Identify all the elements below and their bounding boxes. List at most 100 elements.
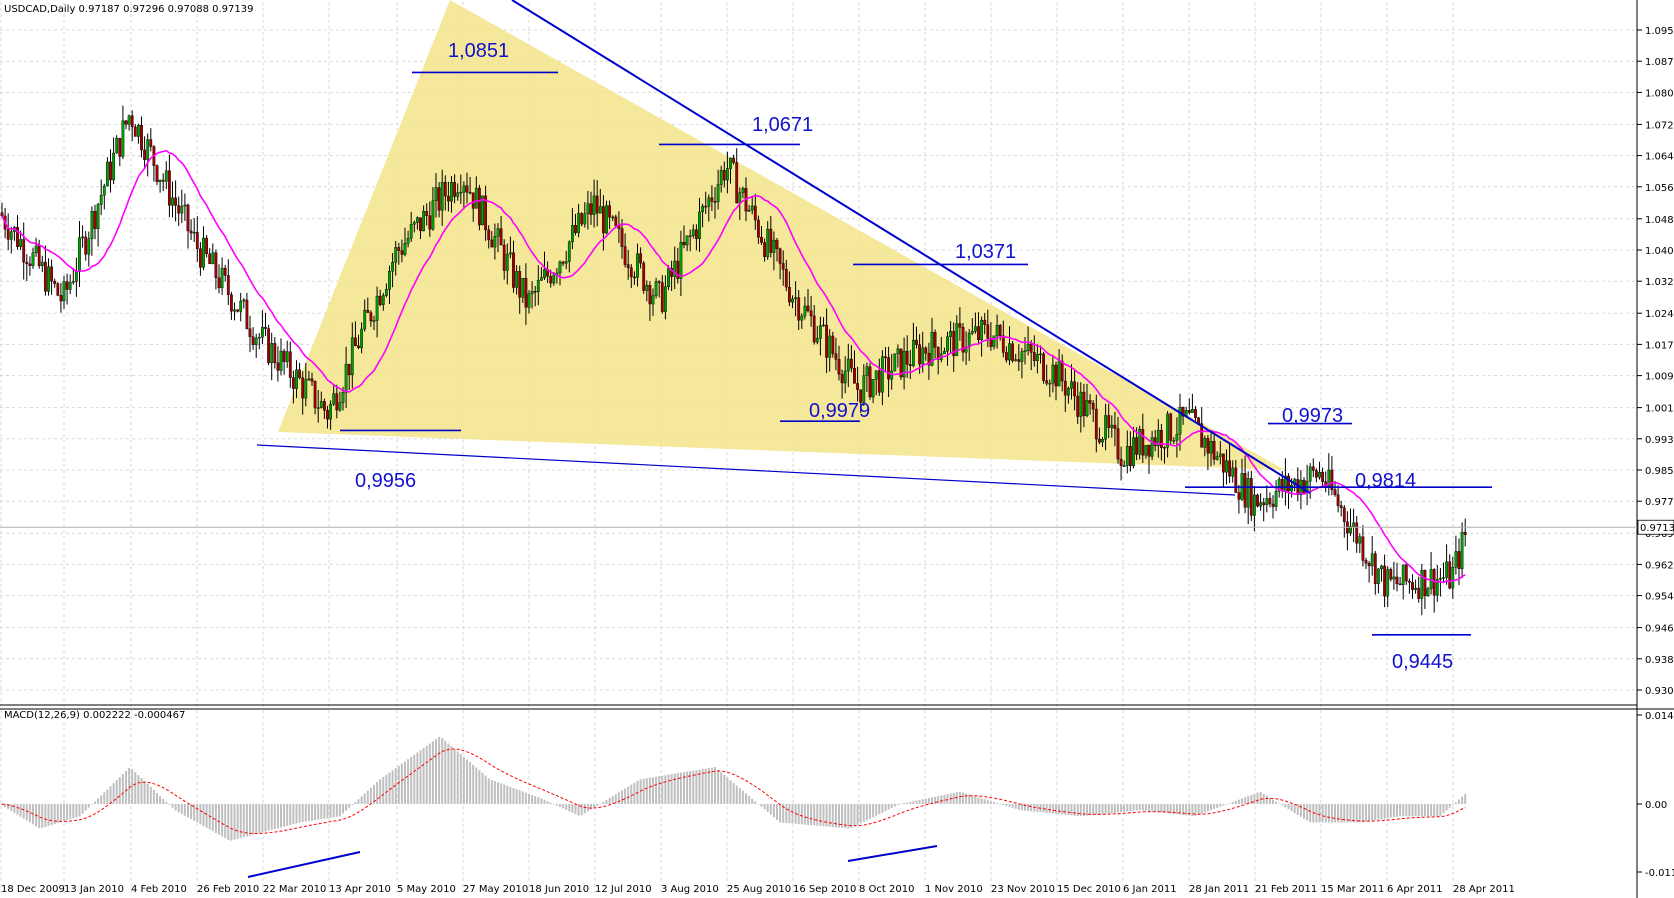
candle-body-71 (220, 267, 224, 289)
macd-bar-366 (1135, 803, 1138, 811)
candle-body-237 (735, 162, 739, 204)
macd-bar-338 (1048, 803, 1051, 814)
candle-body-445 (1380, 565, 1383, 570)
candle-body-467 (1448, 561, 1452, 589)
macd-bar-206 (639, 779, 642, 804)
macd-bar-95 (295, 803, 298, 824)
macd-bar-341 (1058, 803, 1061, 815)
macd-bar-219 (679, 772, 682, 804)
macd-bar-217 (673, 773, 676, 804)
y-tick-label-8: 1.03290 (1645, 277, 1674, 288)
candle-body-110 (341, 392, 345, 403)
macd-bar-136 (422, 748, 425, 804)
macd-title: MACD(12,26,9) 0.002222 -0.000467 (4, 710, 185, 721)
candle-body-45 (140, 124, 143, 151)
candle-body-152 (471, 192, 475, 209)
macd-bar-369 (1144, 803, 1147, 811)
candle-body-125 (388, 271, 391, 290)
macd-bar-407 (1262, 793, 1265, 804)
candle-body-341 (1057, 360, 1061, 387)
macd-bar-34 (106, 789, 109, 804)
macd-bar-243 (754, 801, 757, 804)
candle-body-433 (1342, 507, 1346, 523)
macd-bar-468 (1451, 803, 1454, 806)
macd-bar-37 (115, 780, 118, 804)
macd-bar-398 (1234, 800, 1237, 804)
macd-bar-127 (394, 768, 397, 804)
candle-body-307 (952, 331, 956, 357)
macd-bar-296 (918, 799, 921, 804)
candle-body-2 (6, 228, 10, 240)
macd-bar-83 (258, 803, 261, 834)
candle-body-42 (130, 115, 134, 128)
candle-body-60 (186, 204, 190, 232)
candle-body-415 (1287, 475, 1290, 492)
candle-body-268 (831, 335, 835, 354)
candle-body-310 (961, 327, 965, 353)
candle-body-359 (1113, 424, 1117, 429)
macd-bar-57 (177, 803, 180, 813)
macd-bar-13 (41, 803, 44, 828)
macd-bar-230 (714, 767, 716, 804)
candle-body-197 (611, 216, 615, 219)
candle-body-463 (1435, 579, 1439, 596)
y-tick-label-14: 0.98570 (1645, 466, 1674, 477)
macd-bar-276 (856, 803, 859, 825)
macd-bar-424 (1315, 803, 1318, 823)
candle-body-208 (645, 285, 649, 291)
macd-bar-82 (255, 803, 258, 834)
macd-bar-182 (565, 803, 568, 810)
macd-bar-15 (47, 803, 50, 826)
x-tick-label-22: 28 Apr 2011 (1453, 884, 1515, 895)
candle-body-73 (226, 275, 230, 295)
macd-bar-199 (617, 792, 620, 804)
candle-body-66 (205, 237, 208, 255)
candle-body-295 (915, 339, 918, 345)
macd-bar-443 (1374, 803, 1377, 821)
candle-body-304 (943, 351, 946, 355)
macd-bar-202 (627, 786, 630, 804)
macd-bar-444 (1377, 803, 1380, 820)
candle-body-11 (34, 245, 38, 253)
macd-bar-375 (1163, 803, 1166, 813)
candle-body-441 (1367, 562, 1371, 567)
candle-body-79 (245, 299, 249, 330)
macd-bar-455 (1411, 803, 1414, 817)
candle-body-353 (1094, 408, 1098, 440)
macd-bar-362 (1123, 803, 1126, 812)
candle-body-248 (769, 228, 773, 253)
candle-body-438 (1358, 536, 1362, 544)
macd-bar-222 (689, 771, 692, 804)
macd-bar-128 (397, 765, 400, 804)
candle-body-277 (859, 389, 863, 403)
macd-bar-52 (162, 798, 165, 804)
candle-body-55 (171, 197, 174, 206)
candle-body-250 (775, 239, 779, 249)
macd-bar-449 (1392, 803, 1395, 818)
macd-bar-333 (1033, 803, 1036, 812)
macd-bar-402 (1247, 796, 1250, 804)
candle-body-150 (465, 185, 469, 193)
candle-body-3 (9, 231, 13, 240)
candle-body-82 (254, 337, 258, 346)
candle-body-255 (791, 298, 794, 303)
macd-bar-163 (506, 785, 509, 804)
candle-body-396 (1228, 460, 1232, 477)
macd-bar-22 (69, 803, 72, 820)
candle-body-264 (819, 325, 822, 339)
candle-body-59 (183, 204, 187, 207)
candle-body-93 (288, 351, 292, 378)
candle-body-261 (809, 310, 813, 317)
candle-body-92 (285, 351, 289, 363)
y-tick-label-7: 1.04070 (1645, 246, 1674, 257)
candle-body-265 (822, 324, 825, 327)
macd-bar-252 (782, 803, 785, 823)
candle-body-322 (998, 325, 1002, 336)
macd-bar-386 (1197, 803, 1200, 815)
macd-bar-75 (233, 803, 236, 840)
annotations: 1,0851 1,0671 1,0371 0,9979 0,9956 0,9973 0,98… (355, 40, 1453, 673)
candle-body-159 (493, 236, 497, 248)
macd-bar-114 (354, 802, 357, 804)
macd-bar-457 (1417, 803, 1420, 817)
candle-body-62 (192, 231, 196, 234)
